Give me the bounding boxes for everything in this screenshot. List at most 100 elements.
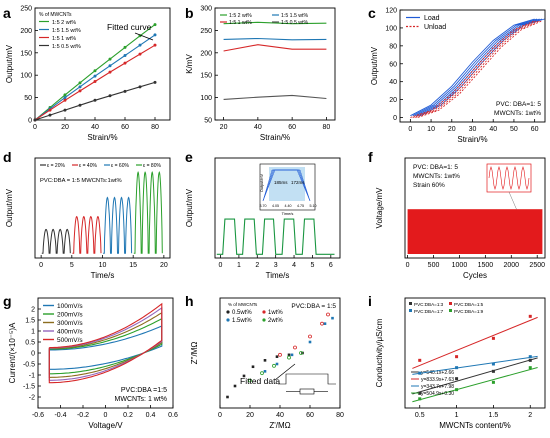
y-axis-label: Current/(×10⁻⁵)A	[8, 322, 17, 383]
y-tick-label: 150	[200, 73, 212, 80]
data-point	[93, 79, 97, 83]
zoom-connector	[508, 191, 517, 210]
data-point	[78, 89, 82, 93]
legend-entry: 300mV/s	[57, 320, 83, 327]
x-axis-label: Cycles	[463, 271, 487, 280]
legend-entry: 1:5 0.5 wt%	[281, 20, 308, 26]
y-tick-label: 2	[31, 307, 35, 314]
series-line	[410, 20, 535, 118]
x-tick-label: 20	[246, 412, 254, 419]
y-tick-label: 60	[389, 61, 397, 68]
data-point	[418, 397, 422, 401]
legend-entry: PVC:DBA=1:3	[414, 302, 444, 307]
panel-i: i 0.5 1 1.5 2 MWCNTs content/% Conductivity/μS…	[368, 293, 546, 430]
x-tick-label: 80	[151, 124, 159, 131]
panel-label: b	[185, 5, 194, 21]
legend-entry: 1.5wt%	[232, 318, 252, 324]
data-point	[287, 355, 291, 360]
x-tick-label: 60	[531, 126, 539, 133]
y-tick-label: 50	[204, 118, 212, 125]
x-tick-label: 0.6	[168, 412, 178, 419]
series-line	[41, 228, 71, 254]
y-tick-label: 0	[393, 115, 397, 122]
fit-line	[412, 355, 538, 375]
x-tick-label: 0	[219, 262, 223, 269]
legend-entry: ε = 20%	[47, 163, 65, 169]
data-point	[455, 388, 459, 392]
legend-entry: 1:5 2 wt%	[229, 13, 252, 19]
data-point	[326, 312, 330, 317]
series-line	[133, 171, 163, 254]
legend-entry: 1:5 1 wt%	[52, 36, 76, 42]
data-point	[287, 353, 291, 357]
panel-d: d 0 5 10 15 20 Time/s Output/mV ε = 20% ε = 40% ε …	[3, 149, 171, 280]
x-tick-label: 10	[427, 126, 435, 133]
legend-title: % of MWCNTs	[39, 12, 72, 18]
annotation: Fitted data	[240, 376, 280, 386]
data-point	[455, 366, 459, 370]
y-tick-label: 0	[31, 351, 35, 358]
data-point	[123, 45, 127, 49]
data-point	[418, 391, 422, 395]
legend-title: % of MWCNTs	[228, 302, 258, 307]
y-tick-label: 200	[200, 50, 212, 57]
series-line	[223, 37, 327, 41]
x-tick-label: 2000	[504, 262, 520, 269]
y-axis-label: K/mV	[185, 54, 194, 74]
x-tick-label: 60	[306, 412, 314, 419]
series-line	[415, 20, 540, 118]
y-tick-label: 150	[20, 50, 32, 57]
x-tick-label: 2	[255, 262, 259, 269]
data-point	[93, 69, 97, 73]
x-tick-label: 50	[510, 126, 518, 133]
legend-entry: PVC:DBA=1:5	[454, 302, 484, 307]
data-point	[320, 321, 324, 326]
x-tick-label: 5	[70, 262, 74, 269]
y-tick-label: 20	[389, 97, 397, 104]
data-point	[138, 85, 142, 89]
panel-label: a	[3, 5, 11, 21]
fit-equation: y=504.9x+0.30	[421, 391, 454, 397]
fit-line	[412, 367, 538, 403]
x-axis-label: Time/s	[266, 271, 290, 280]
y-tick-label: 1	[31, 329, 35, 336]
series-line	[412, 20, 538, 118]
data-point	[293, 345, 297, 350]
data-point	[323, 322, 327, 325]
data-point	[138, 43, 142, 47]
x-tick-label: 15	[129, 262, 137, 269]
data-point	[455, 355, 459, 359]
y-tick-label: 80	[389, 43, 397, 50]
y-tick-label: 300	[200, 6, 212, 13]
annotation: Fitted curve	[107, 22, 152, 32]
panel-label: c	[368, 5, 376, 21]
legend-entry: 1wt%	[268, 310, 283, 316]
y-tick-label: -1.5	[23, 384, 35, 391]
inset-x-tick-label: 4.05	[272, 204, 279, 208]
x-tick-label: 0.4	[146, 412, 156, 419]
data-point	[153, 80, 157, 84]
y-tick-label: 250	[20, 6, 32, 13]
data-point	[153, 43, 157, 47]
data-point	[455, 377, 459, 381]
x-tick-label: 3	[274, 262, 278, 269]
y-tick-label: 200	[20, 28, 32, 35]
y-tick-label: 0.5	[25, 340, 35, 347]
data-point	[123, 53, 127, 57]
y-tick-label: 250	[200, 28, 212, 35]
x-tick-label: 6	[329, 262, 333, 269]
series-line	[412, 18, 538, 117]
data-point	[63, 96, 67, 100]
data-point	[242, 374, 246, 378]
series-line	[103, 196, 133, 254]
data-point	[260, 371, 264, 376]
panel-label: g	[3, 293, 12, 309]
fit-equation: y=343.7x+7.98	[421, 384, 454, 390]
series-line	[223, 94, 327, 100]
x-tick-label: 0	[408, 126, 412, 133]
legend-entry: 1:5 1 wt%	[229, 20, 252, 26]
series-line	[48, 302, 163, 384]
resistor-symbol	[299, 388, 315, 395]
plot-frame	[404, 297, 546, 409]
